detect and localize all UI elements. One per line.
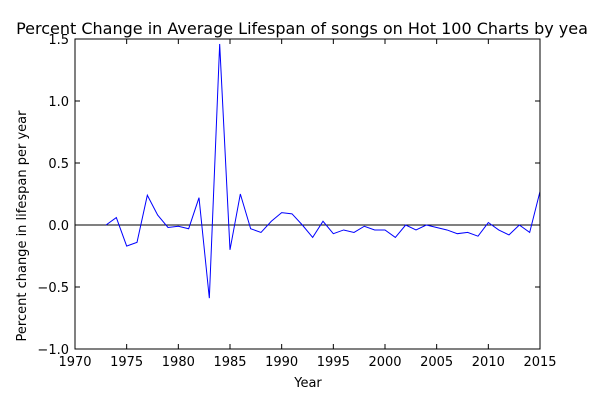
y-tick-label: −0.5 bbox=[37, 281, 69, 296]
x-tick-label: 1970 bbox=[58, 355, 91, 370]
y-tick-label: −1.0 bbox=[37, 343, 69, 358]
axes-frame bbox=[74, 38, 541, 350]
x-tick-label: 1985 bbox=[213, 355, 246, 370]
x-tick-label: 1975 bbox=[110, 355, 143, 370]
x-tick-label: 2000 bbox=[368, 355, 401, 370]
y-axis-label: Percent change in lifespan per year bbox=[15, 110, 30, 342]
x-tick-label: 1980 bbox=[162, 355, 195, 370]
x-tick-label: 1990 bbox=[265, 355, 298, 370]
plot-area: 1970 1975 1980 1985 1990 1995 2000 2005 2010 2015… bbox=[37, 33, 556, 370]
chart-title: Percent Change in Average Lifespan of so… bbox=[16, 19, 588, 38]
y-tick-label: 0.5 bbox=[48, 157, 69, 172]
x-tick-label: 2005 bbox=[420, 355, 453, 370]
x-tick-label: 2010 bbox=[472, 355, 505, 370]
x-tick-label: 1995 bbox=[317, 355, 350, 370]
y-tick-label: 1.0 bbox=[48, 95, 69, 110]
series-line bbox=[105, 43, 541, 299]
x-axis-label: Year bbox=[293, 376, 322, 391]
x-tick-label: 2015 bbox=[523, 355, 556, 370]
y-tick-label: 1.5 bbox=[48, 33, 69, 48]
y-tick-label: 0.0 bbox=[48, 219, 69, 234]
